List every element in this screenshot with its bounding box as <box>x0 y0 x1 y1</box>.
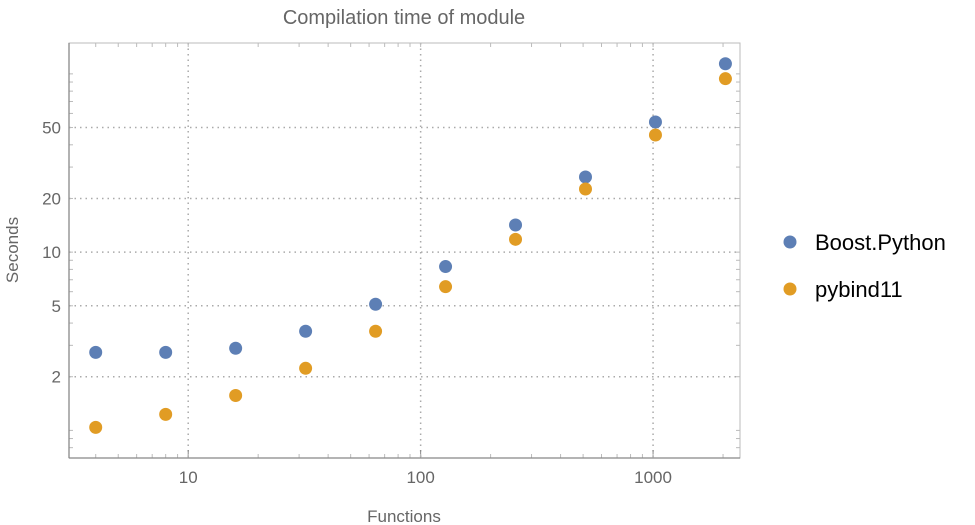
point-pybind11 <box>509 232 523 246</box>
point-boost-python <box>439 260 453 274</box>
y-tick-label: 10 <box>42 243 61 262</box>
y-axis-label: Seconds <box>3 217 22 283</box>
point-pybind11 <box>159 407 173 421</box>
legend: Boost.Python pybind11 <box>783 230 946 302</box>
point-pybind11 <box>229 388 243 402</box>
point-boost-python <box>718 57 732 71</box>
point-boost-python <box>509 218 523 232</box>
y-tick-label: 20 <box>42 189 61 208</box>
point-pybind11 <box>648 128 662 142</box>
point-pybind11 <box>439 280 453 294</box>
point-pybind11 <box>718 72 732 86</box>
point-pybind11 <box>369 324 383 338</box>
legend-label: pybind11 <box>815 277 903 302</box>
point-boost-python <box>159 345 173 359</box>
legend-marker <box>783 282 797 296</box>
x-tick-label: 100 <box>406 468 434 487</box>
grid <box>69 43 740 458</box>
legend-marker <box>783 235 797 249</box>
point-pybind11 <box>578 182 592 196</box>
minor-ticks <box>69 43 740 459</box>
y-tick-label: 2 <box>52 368 61 387</box>
point-pybind11 <box>299 361 313 375</box>
point-boost-python <box>648 115 662 129</box>
point-pybind11 <box>89 420 103 434</box>
plot-frame <box>68 42 741 459</box>
point-boost-python <box>229 341 243 355</box>
y-tick-label: 5 <box>52 297 61 316</box>
chart-title: Compilation time of module <box>283 7 525 29</box>
data-points <box>89 57 732 434</box>
x-axis-label: Functions <box>367 507 441 525</box>
point-boost-python <box>89 345 103 359</box>
x-tick-label: 10 <box>179 468 198 487</box>
y-tick-label: 50 <box>42 119 61 138</box>
point-boost-python <box>369 297 383 311</box>
point-boost-python <box>578 170 592 184</box>
legend-label: Boost.Python <box>815 230 946 255</box>
tick-labels: 10 100 1000 2 5 10 20 50 <box>42 119 672 487</box>
point-boost-python <box>299 324 313 338</box>
x-tick-label: 1000 <box>634 468 672 487</box>
